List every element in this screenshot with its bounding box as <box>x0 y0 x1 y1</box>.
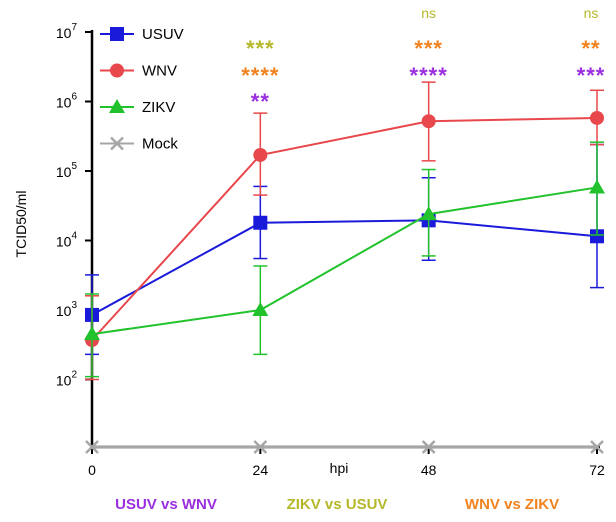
series-wnv <box>85 82 604 379</box>
legend-label: USUV <box>142 26 184 43</box>
y-tick-label: 102 <box>56 370 78 389</box>
comparison-key-label: WNV vs ZIKV <box>465 496 559 513</box>
x-axis-title: hpi <box>330 460 349 476</box>
significance-label: ** <box>581 36 600 61</box>
series-zikv <box>84 142 605 376</box>
significance-label: **** <box>241 63 279 88</box>
y-tick-label: 104 <box>56 231 78 250</box>
data-point <box>590 111 604 125</box>
series-usuv <box>85 145 604 355</box>
legend-item: Mock <box>100 136 178 153</box>
data-point <box>252 302 268 316</box>
significance-label: ns <box>584 5 599 21</box>
legend-item: USUV <box>100 26 184 43</box>
significance-label: *** <box>414 36 443 61</box>
legend-item: WNV <box>100 63 177 80</box>
y-tick-label: 105 <box>56 161 78 180</box>
series-line <box>92 220 597 315</box>
significance-label: *** <box>577 63 606 88</box>
legend-label: Mock <box>142 136 178 153</box>
y-tick-label: 106 <box>56 92 78 111</box>
legend-label: WNV <box>142 63 177 80</box>
legend-marker <box>110 27 124 41</box>
significance-label: **** <box>410 63 448 88</box>
data-point <box>253 216 267 230</box>
y-tick-label: 103 <box>56 300 78 319</box>
x-tick-label: 0 <box>88 462 96 478</box>
legend-label: ZIKV <box>142 99 175 116</box>
legend-marker <box>110 64 124 78</box>
data-point <box>589 179 605 193</box>
comparison-key-label: USUV vs WNV <box>115 496 217 513</box>
significance-label: *** <box>246 36 275 61</box>
legend-item: ZIKV <box>100 99 175 116</box>
comparison-key-label: ZIKV vs USUV <box>287 496 388 513</box>
significance-label: ns <box>421 5 436 21</box>
data-point <box>253 148 267 162</box>
series-line <box>92 187 597 334</box>
y-tick-label: 107 <box>56 22 78 41</box>
y-axis-title: TCID50/ml <box>13 191 29 258</box>
x-tick-label: 72 <box>589 462 605 478</box>
data-point <box>422 114 436 128</box>
x-tick-label: 48 <box>421 462 437 478</box>
x-tick-label: 24 <box>253 462 269 478</box>
series-mock <box>86 441 603 453</box>
significance-label: ** <box>251 89 270 114</box>
